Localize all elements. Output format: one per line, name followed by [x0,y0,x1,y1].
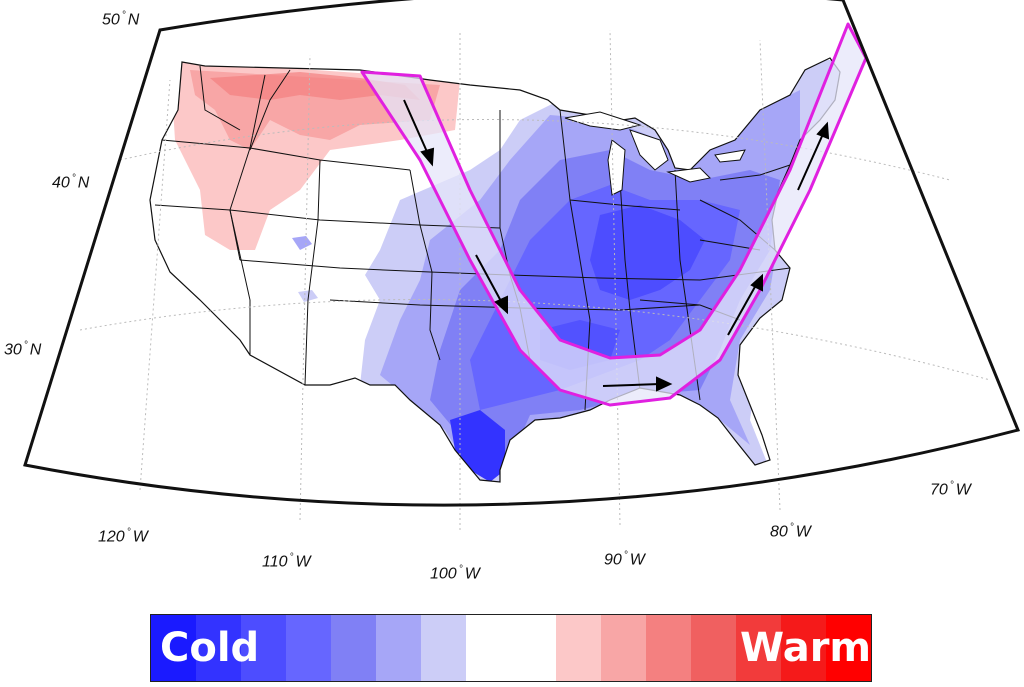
colorbar-cold-label: Cold [160,625,260,671]
flow-arrows [403,99,830,392]
longitude-label-70w: 70 ° W [930,480,971,499]
temperature-colorbar [150,614,872,682]
latitude-hemisphere: N [77,174,90,192]
longitude-label-90w: 90 ° W [604,550,645,569]
latitude-hemisphere: N [127,11,140,29]
degree-symbol: ° [121,10,126,21]
degree-symbol: ° [458,564,463,575]
degree-symbol: ° [71,173,76,184]
colorbar-cell [781,615,826,681]
colorbar-cell [376,615,421,681]
longitude-hemisphere: W [464,565,480,583]
degree-symbol: ° [949,480,954,491]
colorbar-cell [556,615,601,681]
jet-stream-band [360,22,868,407]
colorbar-cell [421,615,466,681]
colorbar-warm-label: Warm [740,625,872,671]
great-lakes [564,111,746,196]
longitude-value: 120 [98,528,125,546]
colorbar-cell [331,615,376,681]
longitude-value: 110 [262,553,288,571]
us-outline [149,57,841,483]
colorbar-cell [241,615,286,681]
map-frame [23,0,1021,507]
degree-symbol: ° [23,340,28,351]
colorbar-cell [466,615,511,681]
cold-anomaly-texas-core [450,410,505,482]
colorbar-cell [151,615,196,681]
colorbar-cell [511,615,556,681]
colorbar-cell [646,615,691,681]
arrow-1 [403,99,435,167]
longitude-label-80w: 80 ° W [770,522,811,541]
colorbar-cell [601,615,646,681]
latitude-value: 40 [52,174,70,192]
longitude-hemisphere: W [132,528,148,546]
degree-symbol: ° [623,550,628,561]
longitude-hemisphere: W [295,553,311,571]
longitude-label-110w: 110 ° W [262,552,311,571]
longitude-hemisphere: W [629,551,645,569]
longitude-value: 70 [930,481,948,499]
longitude-value: 100 [430,565,457,583]
cold-anomaly-level5 [590,205,705,300]
longitude-label-120w: 120 ° W [98,527,148,546]
arrow-4 [727,273,763,336]
arrow-3 [602,376,673,392]
latitude-label-50n: 50 ° N [102,10,139,29]
degree-symbol: ° [789,522,794,533]
latitude-label-40n: 40 ° N [52,173,89,192]
colorbar-cell [736,615,781,681]
degree-symbol: ° [289,552,294,563]
colorbar-cell [691,615,736,681]
latitude-value: 30 [4,341,22,359]
arrow-2 [475,254,508,315]
longitude-hemisphere: W [795,523,811,541]
colorbar-cell [196,615,241,681]
warm-anomaly-core [210,72,420,100]
longitude-value: 90 [604,551,622,569]
latitude-hemisphere: N [29,341,42,359]
degree-symbol: ° [126,527,131,538]
temperature-anomaly-map [23,0,1021,530]
latitude-label-30n: 30 ° N [4,340,41,359]
latitude-value: 50 [102,11,120,29]
longitude-hemisphere: W [955,481,971,499]
longitude-value: 80 [770,523,788,541]
colorbar-cell [826,615,871,681]
colorbar-cell [286,615,331,681]
cold-anomaly-patch-1 [292,236,312,250]
arrow-5 [797,121,830,191]
longitude-label-100w: 100 ° W [430,564,480,583]
